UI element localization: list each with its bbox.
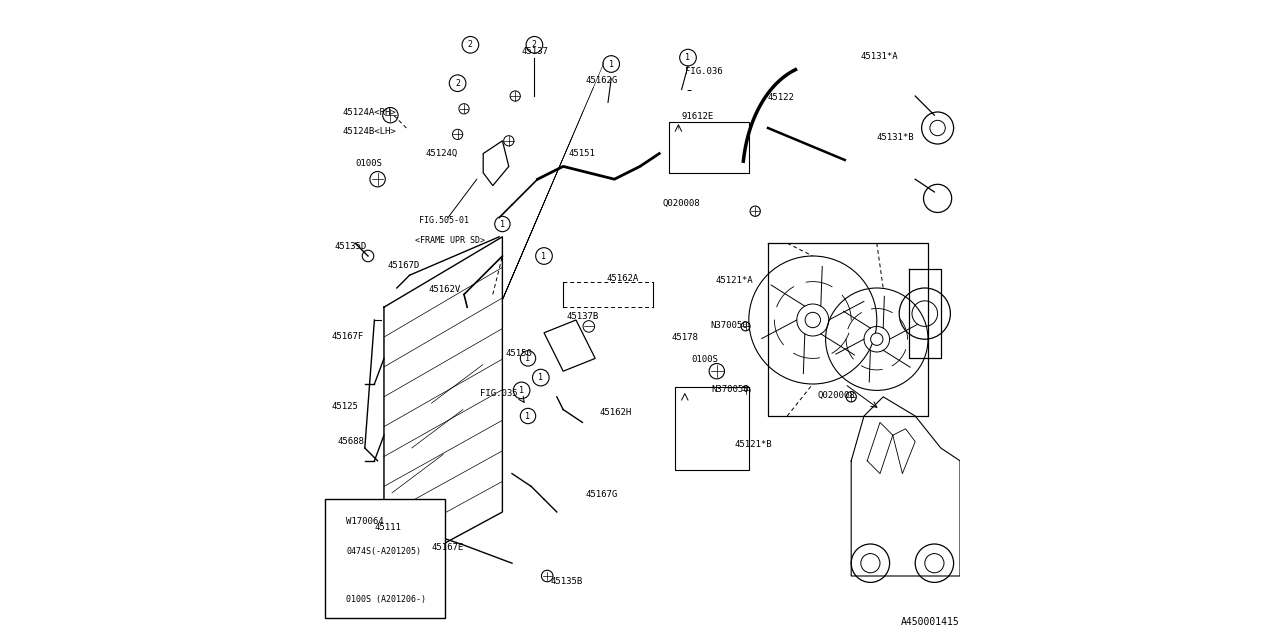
Text: 2: 2 bbox=[456, 79, 460, 88]
Text: 45167E: 45167E bbox=[433, 543, 465, 552]
Text: N370050: N370050 bbox=[712, 385, 749, 394]
Text: <FRAME UPR SD>: <FRAME UPR SD> bbox=[415, 236, 485, 244]
Text: 45125: 45125 bbox=[332, 402, 358, 411]
Text: 0100S (A201206-): 0100S (A201206-) bbox=[346, 595, 426, 604]
Text: FIG.036: FIG.036 bbox=[685, 67, 722, 76]
Text: 45167D: 45167D bbox=[387, 261, 420, 270]
Polygon shape bbox=[851, 397, 960, 576]
Polygon shape bbox=[384, 237, 502, 576]
Text: 45178: 45178 bbox=[672, 333, 699, 342]
Text: 45111: 45111 bbox=[374, 524, 401, 532]
Text: 1: 1 bbox=[526, 412, 530, 420]
Bar bbox=[676, 387, 749, 470]
Text: 45167F: 45167F bbox=[332, 332, 364, 340]
Text: 1: 1 bbox=[520, 386, 524, 395]
Text: 1: 1 bbox=[539, 373, 543, 382]
Text: A450001415: A450001415 bbox=[901, 617, 960, 627]
Text: Q020008: Q020008 bbox=[663, 199, 700, 208]
Text: 1: 1 bbox=[686, 53, 690, 62]
Text: 45167G: 45167G bbox=[585, 490, 618, 499]
Text: 45124B<LH>: 45124B<LH> bbox=[343, 127, 396, 136]
Text: 1: 1 bbox=[500, 220, 504, 228]
Text: 45162G: 45162G bbox=[585, 76, 618, 84]
Text: 2: 2 bbox=[332, 560, 337, 566]
Text: 45137: 45137 bbox=[522, 47, 548, 56]
Text: 45135B: 45135B bbox=[550, 577, 582, 586]
Text: 45162V: 45162V bbox=[429, 285, 461, 294]
Text: FIG.035: FIG.035 bbox=[480, 389, 517, 398]
Text: 45121*A: 45121*A bbox=[716, 276, 753, 285]
Text: 2: 2 bbox=[468, 40, 472, 49]
Text: 91612E: 91612E bbox=[681, 112, 714, 121]
Text: 45135D: 45135D bbox=[334, 242, 366, 251]
Text: 45124Q: 45124Q bbox=[425, 149, 458, 158]
Bar bbox=[325, 499, 445, 618]
Text: 45131*B: 45131*B bbox=[877, 133, 914, 142]
Text: Q020008: Q020008 bbox=[818, 391, 855, 400]
Text: 45131*A: 45131*A bbox=[860, 52, 899, 61]
Text: 2: 2 bbox=[532, 40, 536, 49]
Text: 45151: 45151 bbox=[568, 149, 595, 158]
Text: 45122: 45122 bbox=[768, 93, 795, 102]
Text: 45162A: 45162A bbox=[607, 274, 639, 283]
Text: 45137B: 45137B bbox=[566, 312, 599, 321]
Text: 1: 1 bbox=[609, 60, 613, 68]
Circle shape bbox=[805, 312, 820, 328]
Text: 45121*B: 45121*B bbox=[735, 440, 772, 449]
Text: 1: 1 bbox=[526, 354, 530, 363]
Text: W170064: W170064 bbox=[346, 517, 384, 526]
Text: N370050: N370050 bbox=[710, 321, 748, 330]
Text: 45124A<RH>: 45124A<RH> bbox=[343, 108, 396, 116]
Text: 1: 1 bbox=[332, 518, 337, 525]
Text: 45688: 45688 bbox=[338, 437, 365, 446]
Text: 0474S(-A201205): 0474S(-A201205) bbox=[346, 547, 421, 556]
Text: 1: 1 bbox=[541, 252, 547, 260]
Text: 0100S: 0100S bbox=[691, 355, 718, 364]
Text: 45150: 45150 bbox=[506, 349, 532, 358]
Bar bbox=[668, 122, 749, 173]
Text: !: ! bbox=[677, 125, 680, 131]
Text: 0100S: 0100S bbox=[356, 159, 381, 168]
Circle shape bbox=[870, 333, 883, 346]
Text: 45162H: 45162H bbox=[600, 408, 632, 417]
Text: FIG.505-01: FIG.505-01 bbox=[420, 216, 470, 225]
